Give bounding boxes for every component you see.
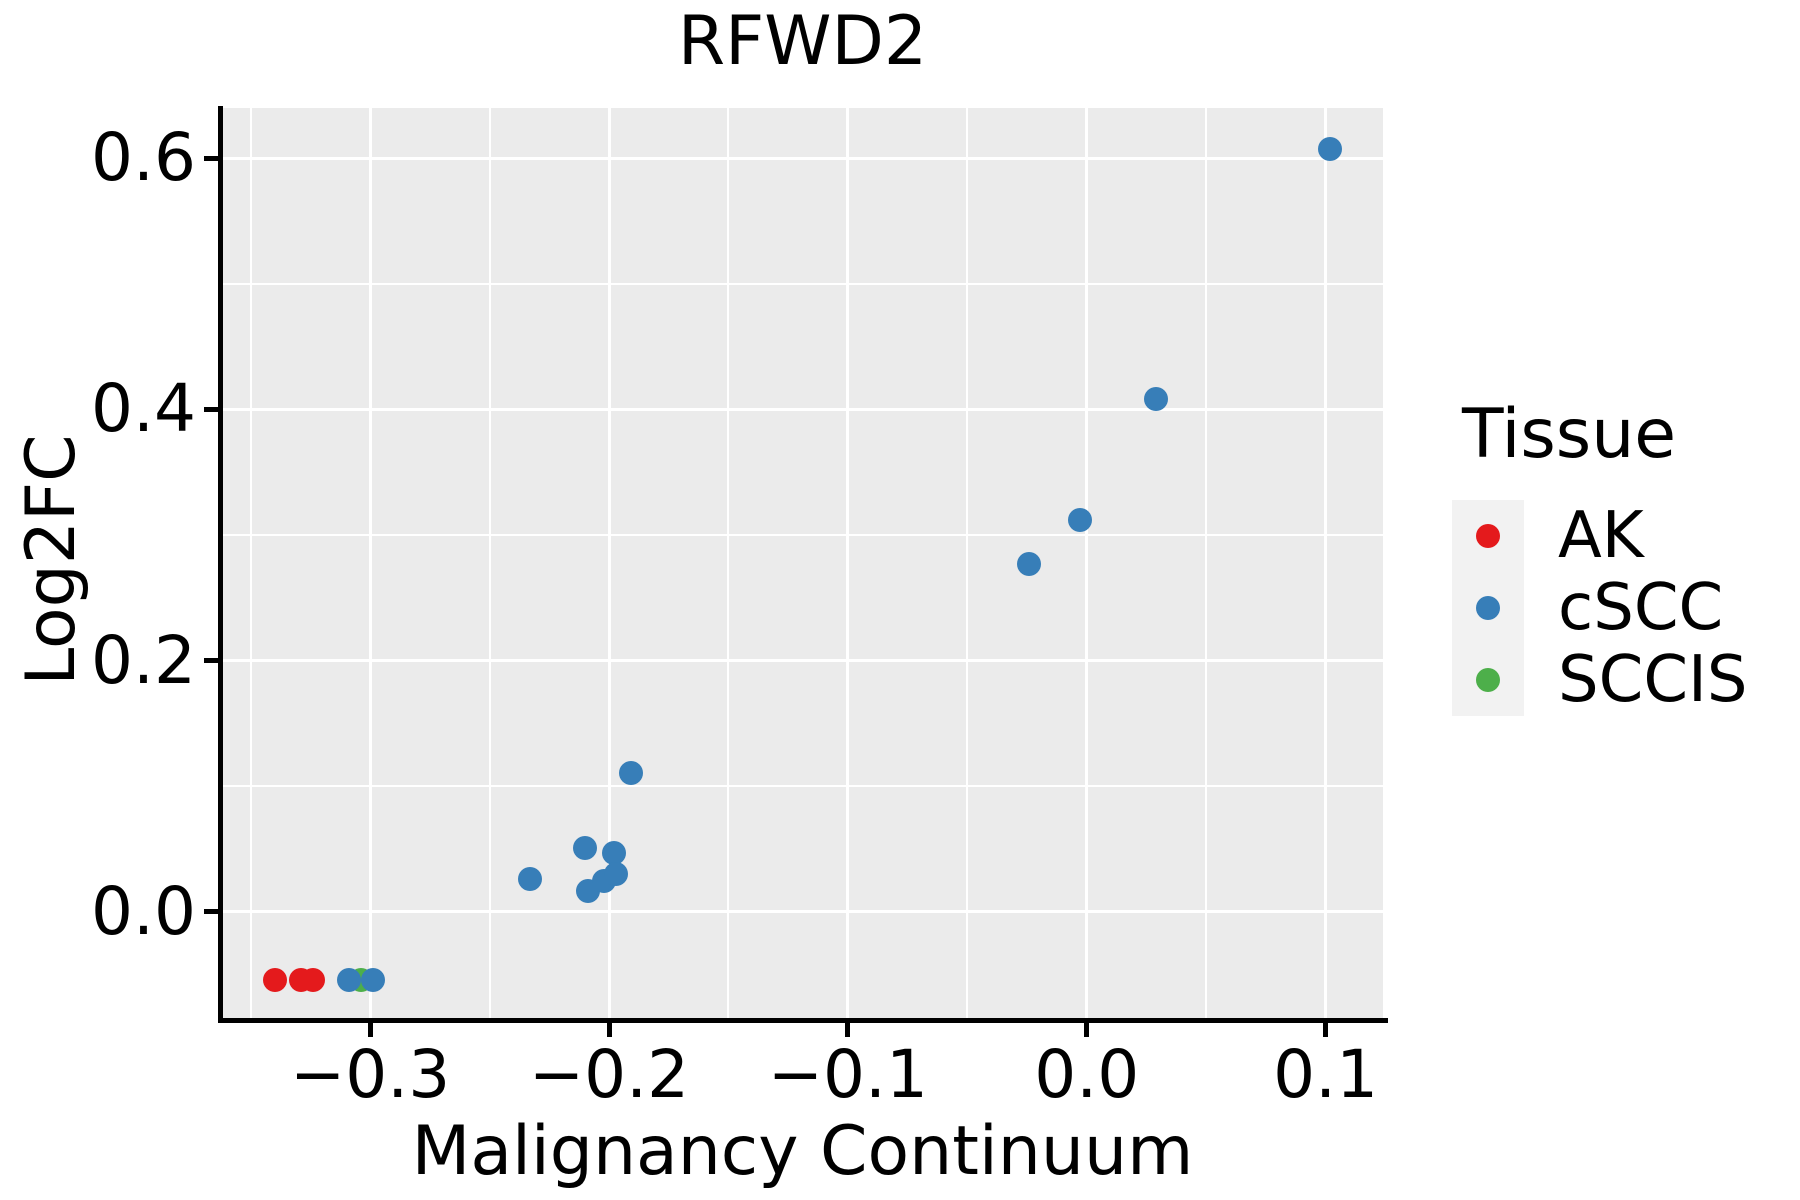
gridline-minor-y	[222, 785, 1383, 788]
x-axis-tick	[367, 1023, 373, 1037]
gridline-minor-x	[488, 108, 491, 1020]
data-point-cscc	[518, 867, 543, 892]
y-axis-tick	[204, 155, 218, 161]
y-tick-label: 0.2	[91, 621, 196, 699]
data-point-cscc	[604, 862, 629, 887]
x-axis-tick	[1323, 1023, 1329, 1037]
x-axis-tick	[845, 1023, 851, 1037]
plot-title: RFWD2	[677, 2, 928, 81]
legend-label-ak: AK	[1558, 499, 1644, 573]
gridline-minor-x	[966, 108, 969, 1020]
x-axis-tick	[606, 1023, 612, 1037]
legend-item-cscc: cSCC	[1452, 572, 1748, 644]
legend-dot-ak	[1476, 524, 1500, 548]
legend-dot-sccis	[1476, 668, 1500, 692]
data-point-cscc	[360, 967, 385, 992]
gridline-major-x	[1324, 108, 1328, 1020]
y-axis-tick	[204, 406, 218, 412]
gridline-major-y	[222, 156, 1383, 160]
x-tick-label: −0.2	[528, 1036, 690, 1113]
x-tick-label: −0.3	[289, 1036, 451, 1113]
data-point-cscc	[601, 840, 626, 865]
legend-dot-cscc	[1476, 596, 1500, 620]
gridline-major-x	[846, 108, 850, 1020]
data-point-cscc	[1067, 508, 1092, 533]
x-axis-tick	[1084, 1023, 1090, 1037]
legend-key	[1452, 644, 1524, 716]
x-tick-label: −0.1	[767, 1036, 929, 1113]
x-tick-label: 0.0	[1034, 1036, 1140, 1113]
gridline-minor-y	[222, 534, 1383, 537]
legend-item-sccis: SCCIS	[1452, 644, 1748, 716]
data-point-cscc	[336, 967, 361, 992]
gridline-minor-x	[727, 108, 730, 1020]
y-tick-label: 0.0	[91, 872, 196, 950]
data-point-ak	[262, 967, 287, 992]
data-point-cscc	[1017, 552, 1042, 576]
data-point-cscc	[1144, 387, 1169, 412]
legend-key	[1452, 572, 1524, 644]
y-axis-tick	[204, 909, 218, 915]
data-point-cscc	[573, 835, 598, 860]
x-axis-title: Malignancy Continuum	[411, 1112, 1194, 1191]
gridline-major-y	[222, 910, 1383, 914]
data-point-cscc	[1318, 137, 1343, 162]
legend-title: Tissue	[1462, 395, 1677, 474]
legend: Tissue AK cSCC SCCIS	[1452, 398, 1748, 716]
gridline-minor-y	[222, 282, 1383, 285]
x-tick-label: 0.1	[1273, 1036, 1379, 1113]
data-point-cscc	[618, 760, 643, 785]
gridline-major-y	[222, 659, 1383, 663]
y-tick-label: 0.4	[91, 370, 196, 448]
plot-panel	[222, 108, 1383, 1020]
legend-label-sccis: SCCIS	[1558, 643, 1748, 717]
gridline-major-y	[222, 407, 1383, 411]
y-axis-line	[218, 106, 223, 1023]
x-axis-line	[218, 1018, 1388, 1023]
gridline-major-x	[607, 108, 611, 1020]
gridline-minor-x	[1205, 108, 1208, 1020]
y-tick-label: 0.6	[91, 119, 196, 197]
gridline-minor-x	[249, 108, 252, 1020]
legend-key	[1452, 500, 1524, 572]
gridline-major-x	[1085, 108, 1089, 1020]
legend-item-ak: AK	[1452, 500, 1748, 572]
y-axis-tick	[204, 658, 218, 664]
gridline-major-x	[368, 108, 372, 1020]
data-point-ak	[300, 967, 325, 992]
legend-label-cscc: cSCC	[1558, 571, 1724, 645]
